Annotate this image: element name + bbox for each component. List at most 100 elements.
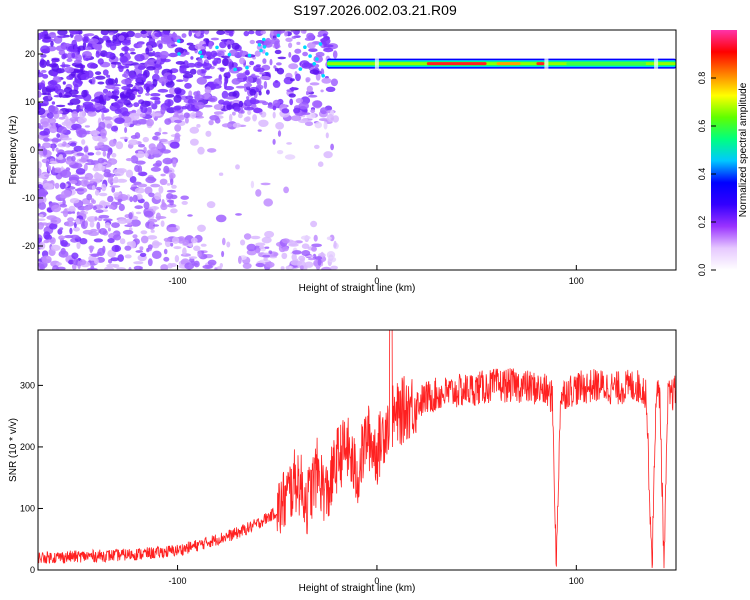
noise-blob [154, 131, 161, 136]
noise-blob [159, 178, 168, 185]
noise-blob [46, 215, 57, 221]
noise-blob [310, 109, 316, 114]
noise-blob [147, 258, 153, 267]
noise-blob [325, 132, 329, 139]
snr-ytick-label: 100 [20, 503, 35, 513]
noise-blob [118, 35, 125, 41]
noise-blob [264, 230, 275, 238]
noise-blob [312, 100, 323, 108]
noise-blob [248, 30, 255, 35]
noise-blob [193, 260, 200, 268]
noise-blob [150, 93, 161, 97]
noise-blob [298, 255, 306, 261]
noise-blob [280, 266, 285, 270]
noise-blob [228, 61, 233, 70]
noise-blob [60, 64, 71, 68]
noise-blob [57, 35, 67, 39]
noise-blob [231, 42, 240, 50]
noise-blob [89, 130, 101, 136]
noise-blob [307, 42, 316, 49]
noise-blob [182, 73, 194, 79]
noise-blob [128, 266, 132, 270]
noise-blob [243, 30, 250, 37]
noise-blob [151, 250, 162, 259]
noise-blob [176, 110, 183, 113]
noise-blob [108, 32, 115, 36]
signal-band-notch [654, 57, 659, 70]
noise-blob [74, 59, 82, 64]
noise-blob [40, 54, 47, 58]
noise-blob [250, 180, 255, 189]
noise-blob [151, 103, 158, 110]
noise-blob [69, 30, 81, 35]
noise-blob [48, 106, 59, 114]
noise-blob [80, 179, 89, 187]
noise-blob [291, 253, 297, 261]
noise-blob [270, 38, 280, 45]
noise-blob [199, 45, 205, 50]
noise-blob [203, 104, 213, 108]
noise-blob [154, 67, 160, 75]
noise-blob [148, 221, 156, 230]
noise-blob [57, 126, 68, 134]
noise-blob [61, 121, 72, 126]
noise-blob [124, 218, 133, 224]
noise-blob [154, 51, 162, 58]
noise-blob [206, 201, 216, 209]
noise-blob [317, 161, 324, 167]
noise-blob [158, 185, 164, 194]
noise-blob [76, 108, 84, 112]
signal-band-notch [374, 57, 379, 70]
noise-blob [150, 229, 155, 233]
noise-blob [222, 237, 226, 246]
noise-blob [320, 89, 324, 93]
noise-blob [129, 74, 139, 80]
noise-blob [176, 79, 184, 82]
noise-blob [51, 138, 62, 143]
noise-blob [105, 39, 112, 43]
noise-blob [90, 253, 100, 257]
noise-blob [95, 186, 102, 191]
noise-blob [261, 236, 272, 244]
snr-axes: -100 0 100 0 100 200 300 [20, 380, 584, 586]
noise-blob [132, 119, 139, 125]
noise-blob [281, 246, 289, 252]
noise-blob [189, 126, 200, 134]
noise-blob [239, 57, 246, 65]
noise-blob [288, 63, 299, 70]
noise-blob [159, 50, 169, 59]
noise-blob [321, 77, 332, 84]
noise-blob [46, 59, 50, 67]
noise-blob [95, 71, 102, 75]
noise-blob [82, 104, 88, 108]
noise-blob [48, 118, 57, 124]
noise-blob [330, 143, 334, 151]
noise-blob [302, 118, 308, 122]
noise-blob [146, 81, 152, 85]
noise-blob [39, 264, 45, 270]
noise-spark [245, 65, 249, 70]
noise-blob [110, 257, 119, 262]
noise-blob [142, 136, 149, 143]
noise-blob [90, 228, 98, 233]
noise-blob [139, 252, 147, 257]
noise-blob [221, 102, 232, 105]
noise-blob [257, 129, 262, 132]
noise-blob [117, 168, 127, 174]
noise-blob [94, 189, 100, 196]
noise-blob [160, 173, 166, 177]
noise-blob [146, 30, 153, 34]
noise-blob [301, 243, 310, 249]
noise-blob [95, 51, 101, 58]
noise-blob [295, 98, 303, 104]
noise-blob [38, 214, 44, 218]
noise-blob [216, 30, 226, 35]
noise-spark [262, 37, 266, 42]
noise-blob [163, 248, 168, 255]
noise-blob [60, 169, 72, 178]
noise-blob [43, 30, 48, 35]
noise-blob [179, 65, 187, 74]
noise-blob [184, 117, 189, 124]
